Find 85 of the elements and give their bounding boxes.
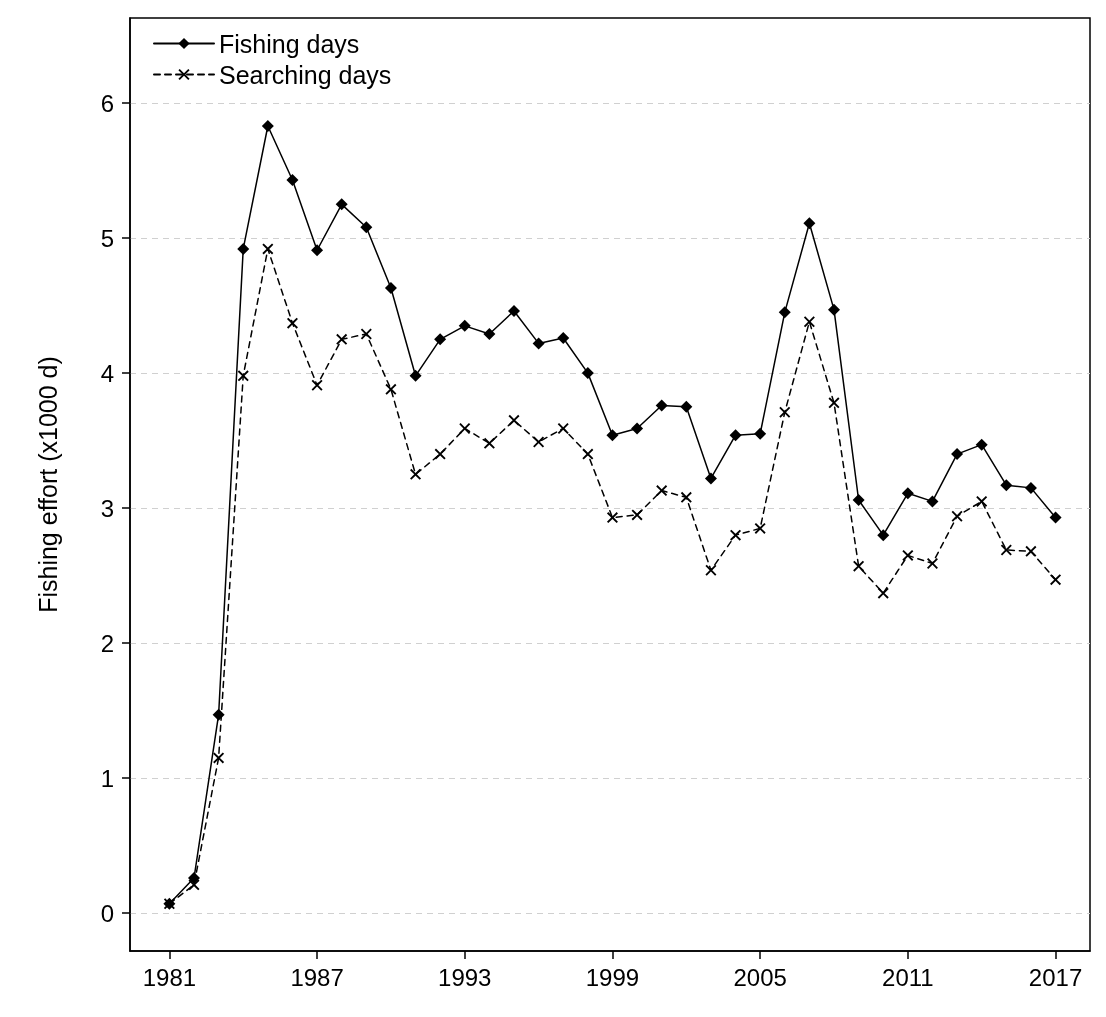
- point: [237, 242, 250, 255]
- x-tick-label: 1987: [290, 963, 344, 991]
- point: [951, 510, 963, 522]
- point: [188, 879, 200, 891]
- point: [631, 509, 643, 521]
- point: [1024, 481, 1037, 494]
- point: [360, 221, 373, 234]
- x-tick-label: 1999: [585, 963, 640, 991]
- point: [410, 468, 422, 480]
- point: [779, 406, 791, 418]
- point: [311, 379, 323, 391]
- point: [557, 422, 569, 434]
- point: [532, 337, 545, 350]
- point: [976, 495, 988, 507]
- point: [877, 529, 890, 542]
- y-tick-label: 6: [100, 89, 114, 117]
- point: [729, 429, 742, 442]
- point: [902, 549, 914, 561]
- point: [409, 369, 422, 382]
- point: [336, 333, 348, 345]
- point: [852, 494, 865, 507]
- point: [1050, 574, 1062, 586]
- point: [458, 319, 471, 332]
- point: [803, 217, 816, 230]
- point: [606, 512, 618, 524]
- point: [286, 317, 298, 329]
- x-tick-label: 2011: [882, 963, 934, 991]
- legend-label: Fishing days: [219, 29, 360, 58]
- point: [434, 333, 447, 346]
- point: [680, 491, 692, 503]
- point: [582, 448, 594, 460]
- point: [335, 198, 348, 211]
- point: [680, 400, 693, 413]
- point: [261, 120, 274, 133]
- x-tick-label: 1993: [438, 963, 492, 991]
- point: [828, 303, 840, 316]
- point: [655, 399, 668, 412]
- point: [975, 438, 988, 451]
- point: [926, 557, 938, 569]
- point: [483, 327, 496, 340]
- y-tick-label: 3: [100, 494, 114, 522]
- point: [704, 472, 717, 485]
- point: [951, 448, 964, 461]
- x-tick-label: 2017: [1028, 963, 1083, 991]
- point: [656, 485, 668, 497]
- point: [483, 437, 495, 449]
- point: [237, 370, 249, 382]
- point: [803, 316, 815, 328]
- point: [557, 332, 570, 344]
- point: [384, 282, 397, 295]
- point: [459, 422, 471, 434]
- point: [581, 367, 594, 380]
- point: [311, 244, 324, 257]
- point: [286, 174, 299, 187]
- point: [754, 427, 767, 440]
- point: [778, 306, 791, 319]
- point: [853, 560, 865, 572]
- point: [606, 429, 619, 442]
- y-tick-label: 5: [100, 224, 114, 252]
- point: [901, 487, 914, 500]
- point: [705, 564, 717, 576]
- point: [1000, 479, 1013, 492]
- point: [262, 243, 274, 255]
- point: [385, 383, 397, 395]
- point: [631, 422, 644, 435]
- point: [877, 587, 889, 599]
- y-axis-title: Fishing effort (x1000 d): [33, 356, 62, 613]
- point: [1049, 511, 1062, 524]
- point: [1025, 545, 1037, 557]
- point: [1000, 544, 1012, 556]
- y-tick-label: 0: [100, 899, 114, 927]
- point: [828, 397, 840, 409]
- point: [212, 708, 225, 721]
- x-tick-label: 1981: [142, 963, 197, 991]
- y-tick-label: 1: [100, 764, 114, 792]
- point: [754, 522, 766, 534]
- point: [360, 328, 372, 340]
- legend-label: Searching days: [219, 60, 392, 89]
- point: [434, 448, 446, 460]
- y-tick-label: 4: [100, 359, 114, 387]
- x-tick-label: 2005: [733, 963, 787, 991]
- y-tick-label: 2: [100, 629, 114, 657]
- point: [508, 305, 520, 317]
- point: [926, 495, 939, 508]
- point: [213, 752, 225, 764]
